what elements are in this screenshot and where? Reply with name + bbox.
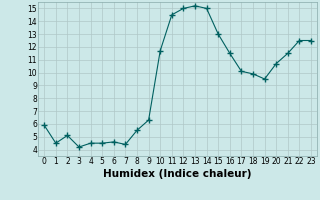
- X-axis label: Humidex (Indice chaleur): Humidex (Indice chaleur): [103, 169, 252, 179]
